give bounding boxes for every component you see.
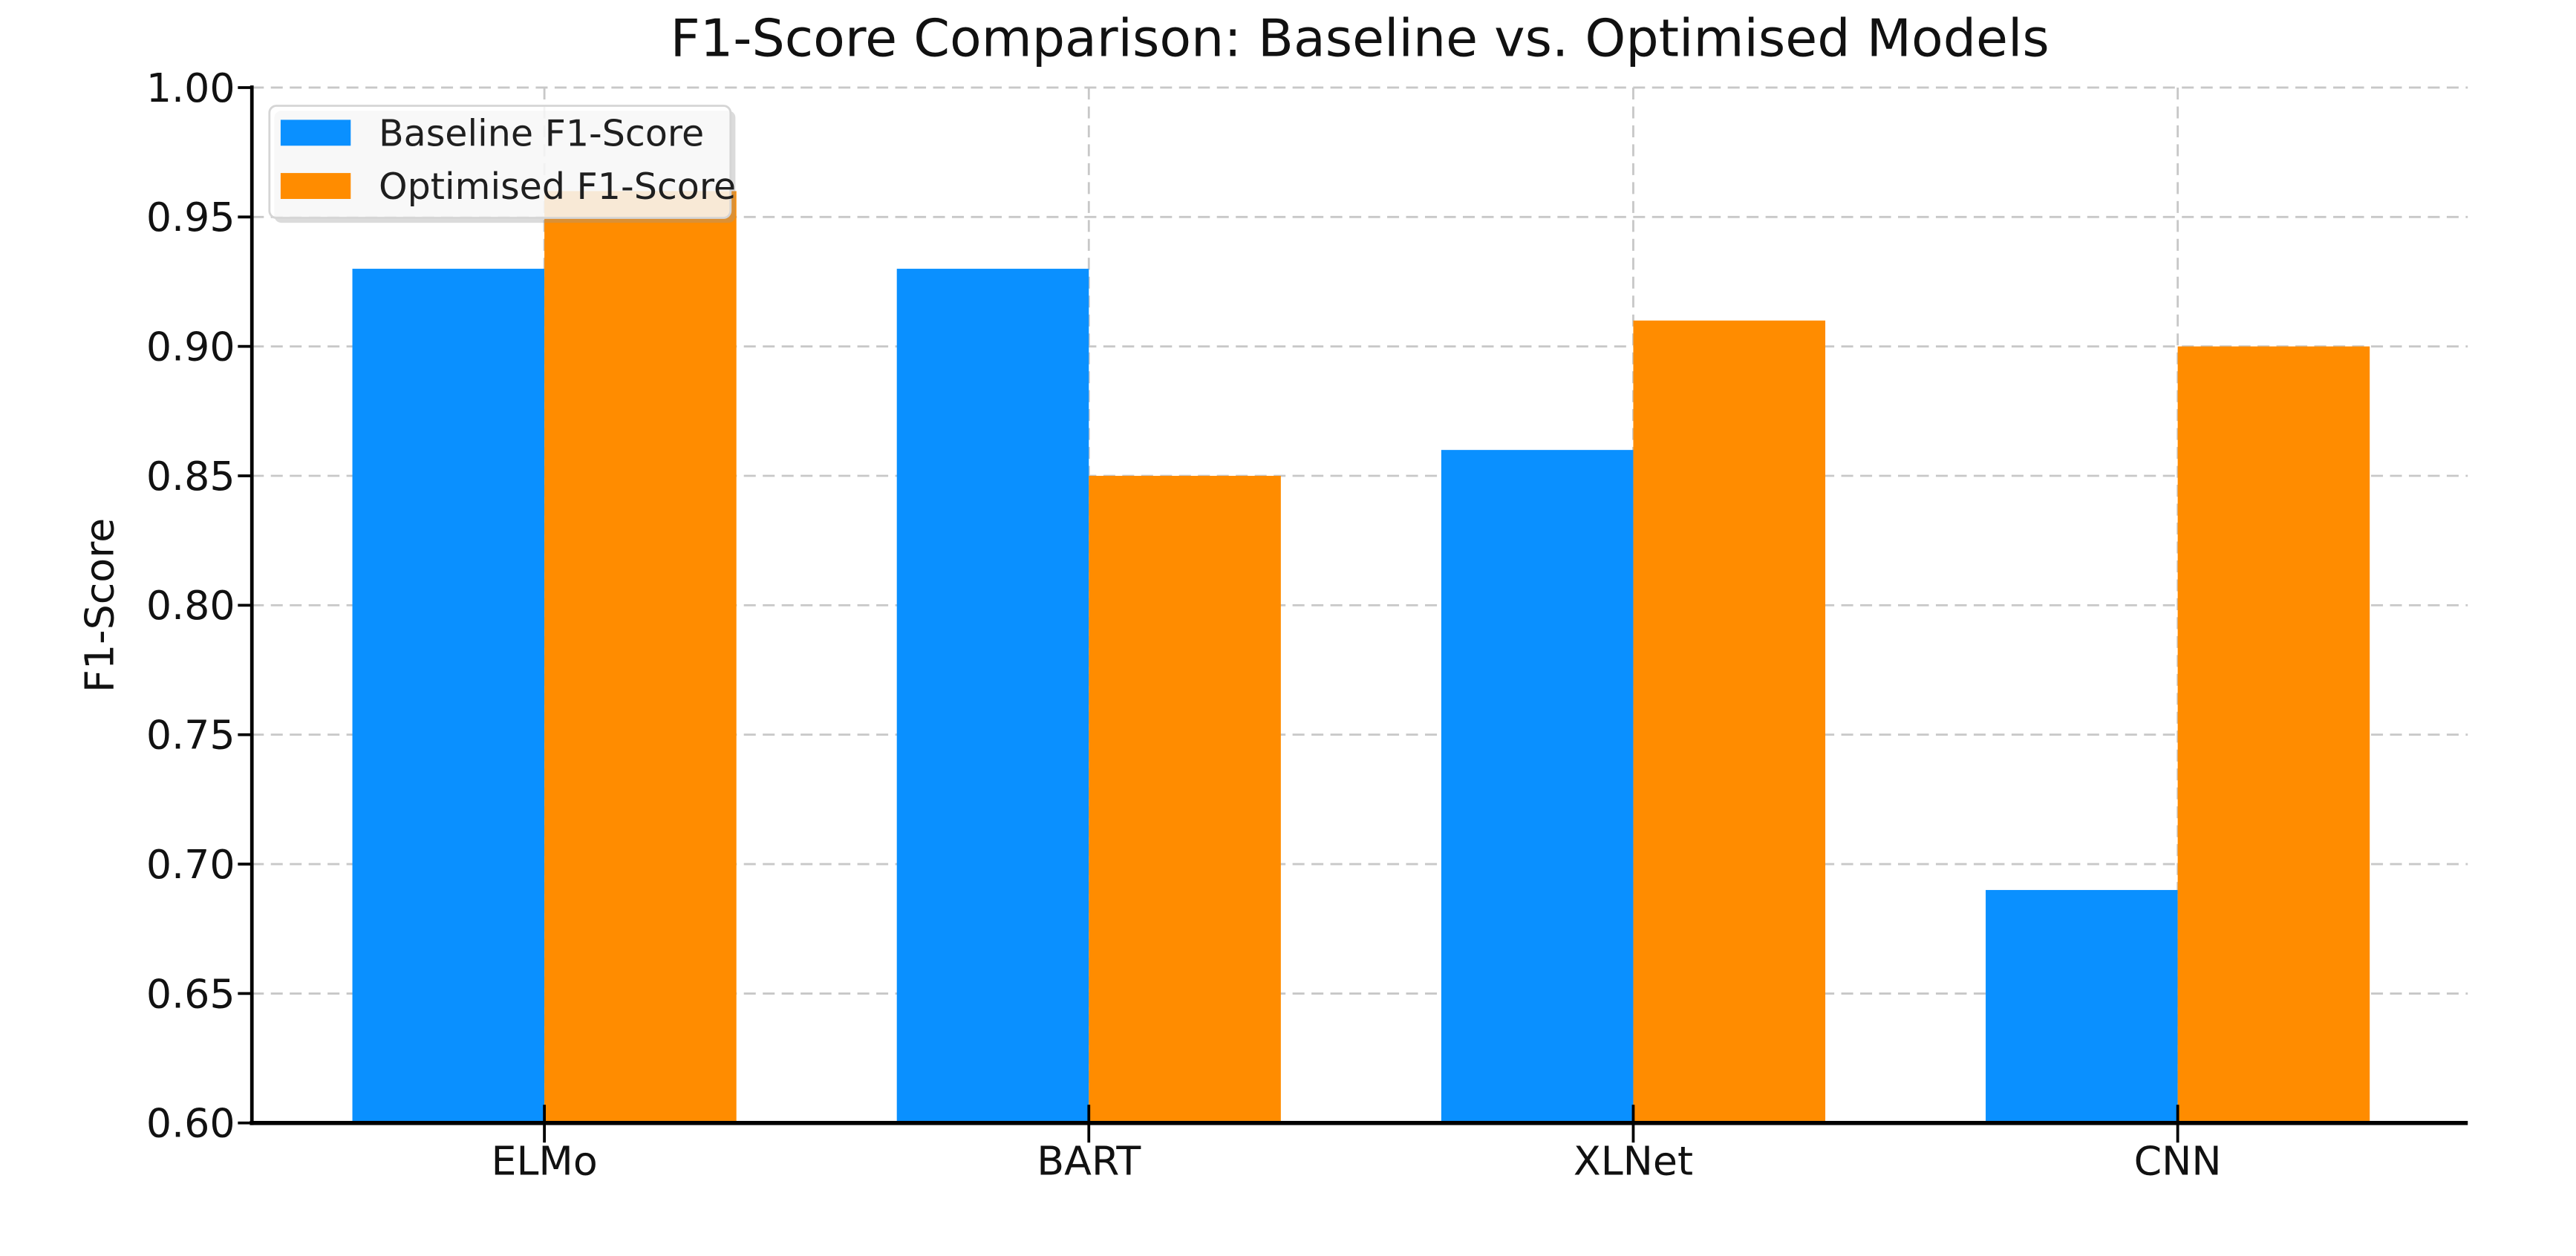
legend-swatch-optimised — [280, 173, 351, 200]
y-tick-label: 0.80 — [146, 582, 235, 629]
chart-title: F1-Score Comparison: Baseline vs. Optimi… — [671, 8, 2050, 68]
y-tick-label: 1.00 — [146, 65, 235, 111]
axis-layer: 0.60 0.65 0.70 0.75 0.80 0.85 0.90 0.95 1.00 ELMo… — [146, 65, 2468, 1185]
y-tick-label: 0.60 — [146, 1100, 235, 1147]
bar-baseline-CNN — [1986, 889, 2178, 1123]
y-tick-label: 0.90 — [146, 324, 235, 370]
y-tick-label: 0.75 — [146, 712, 235, 759]
figure: 0.60 0.65 0.70 0.75 0.80 0.85 0.90 0.95 1.00 ELMo… — [76, 8, 2468, 1185]
legend-label: Optimised F1-Score — [379, 165, 736, 208]
x-tick-label: XLNet — [1574, 1138, 1693, 1185]
bar-optimised-CNN — [2177, 346, 2370, 1123]
bar-chart: 0.60 0.65 0.70 0.75 0.80 0.85 0.90 0.95 1.00 ELMo… — [76, 8, 2468, 1185]
legend: Baseline F1-Score Optimised F1-Score — [268, 105, 736, 223]
x-tick-label: CNN — [2134, 1138, 2222, 1185]
legend-label: Baseline F1-Score — [379, 111, 704, 154]
y-tick-label: 0.85 — [146, 453, 235, 500]
bar-layer — [352, 191, 2370, 1123]
y-axis-label: F1-Score — [76, 518, 123, 693]
bar-baseline-BART — [896, 269, 1089, 1123]
y-tick-label: 0.70 — [146, 841, 235, 888]
y-tick-label: 0.65 — [146, 970, 235, 1017]
bar-optimised-BART — [1089, 476, 1281, 1123]
x-tick-label: ELMo — [491, 1138, 597, 1185]
x-tick-label: BART — [1037, 1138, 1141, 1185]
bar-baseline-ELMo — [352, 269, 545, 1123]
bar-optimised-ELMo — [544, 191, 737, 1123]
legend-box — [268, 105, 732, 219]
legend-swatch-baseline — [280, 120, 351, 146]
bar-optimised-XLNet — [1633, 320, 1826, 1123]
y-tick-label: 0.95 — [146, 194, 235, 241]
bar-baseline-XLNet — [1441, 450, 1634, 1123]
